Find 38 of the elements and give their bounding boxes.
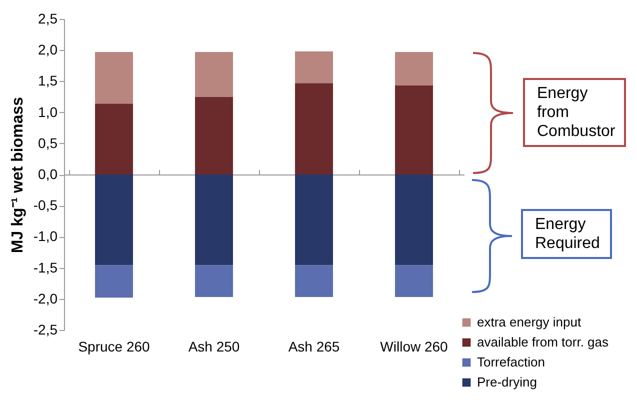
legend-label: extra energy input [477, 314, 582, 330]
y-tick-label: -1,5 [33, 259, 58, 276]
bar [295, 83, 333, 174]
bar [295, 51, 333, 84]
y-tick-label: -0,5 [33, 197, 58, 214]
bar [95, 265, 133, 298]
x-tick-label: Spruce 260 [78, 338, 150, 354]
bar [195, 96, 233, 174]
bar [195, 52, 233, 97]
bar [395, 86, 433, 174]
legend-label: Pre-drying [477, 374, 537, 390]
y-axis-title: MJ kg⁻¹ wet biomass [9, 96, 26, 254]
x-tick-label: Ash 265 [288, 338, 340, 354]
bar [195, 265, 233, 298]
legend-label: available from torr. gas [477, 334, 610, 350]
bar [395, 265, 433, 298]
bar [295, 265, 333, 298]
bar [95, 104, 133, 174]
x-tick-label: Ash 250 [188, 338, 240, 354]
y-tick-label: -1,0 [33, 228, 58, 244]
y-tick-label: -2,5 [33, 322, 58, 338]
y-tick-label: 1,5 [38, 72, 58, 89]
y-tick-label: 1,0 [38, 104, 58, 120]
y-tick-label: 2,0 [38, 42, 58, 58]
bar [195, 174, 233, 266]
text: Energy from Combustor [523, 78, 626, 147]
y-tick-label: -2,0 [33, 290, 58, 306]
y-tick-label: 0,5 [38, 134, 58, 151]
bar [395, 52, 433, 86]
x-tick-label: Willow 260 [380, 338, 448, 354]
text: Energy Required [521, 209, 612, 259]
bar [95, 174, 133, 266]
y-tick-label: 2,5 [38, 10, 58, 26]
bar [395, 174, 433, 266]
y-tick-label: 0,0 [38, 166, 58, 182]
legend-label: Torrefaction [477, 354, 545, 370]
bar [295, 174, 333, 266]
bar [95, 52, 133, 104]
